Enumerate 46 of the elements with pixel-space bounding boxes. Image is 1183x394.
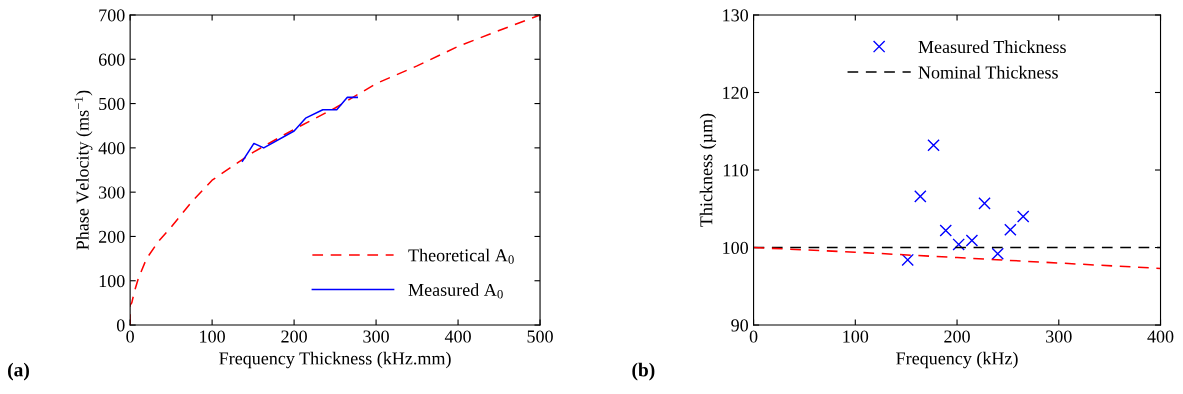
y-tick-label: 200	[98, 230, 125, 243]
x-tick-label: 100	[843, 330, 869, 343]
x-tick-label: 400	[444, 330, 471, 343]
legend-label: Measured A$_{0}$	[408, 283, 503, 299]
x-tick-label: 0	[749, 330, 758, 343]
point	[1016, 210, 1030, 223]
x-tick-label: 200	[944, 330, 970, 343]
point	[914, 190, 927, 203]
y-tick-label: 100	[723, 241, 749, 254]
y-tick-label: 90	[731, 319, 749, 332]
point	[901, 253, 914, 267]
y-tick-label: 110	[723, 164, 749, 177]
x-tick-label: 100	[200, 330, 225, 343]
y-tick-label: 500	[99, 97, 125, 111]
x-tick-label: 0	[126, 330, 134, 343]
point	[939, 224, 953, 237]
point	[1004, 223, 1017, 236]
y-tick-label: 300	[99, 186, 125, 199]
line-series	[753, 246, 1161, 270]
x-tick-label: 400	[1147, 330, 1174, 343]
x-axis-title: Frequency (kHz)	[896, 351, 1018, 369]
x-tick-label: 300	[363, 330, 389, 343]
y-tick-label: 100	[99, 275, 125, 288]
line-series	[241, 96, 358, 162]
y-tick-label: 130	[723, 9, 749, 22]
legend-label: Nominal Thickness	[918, 65, 1058, 79]
point	[927, 138, 940, 152]
y-axis-title: Thickness (µm)	[699, 113, 717, 227]
x-tick-label: 500	[527, 330, 553, 343]
y-tick-label: 600	[98, 53, 125, 66]
x-tick-label: 300	[1046, 330, 1072, 343]
legend-label: Measured Thickness	[918, 40, 1066, 54]
y-axis-title: Phase Velocity (ms$^{−1}$)	[74, 90, 93, 250]
y-tick-label: 0	[116, 319, 125, 332]
point	[952, 238, 965, 251]
y-tick-label: 400	[98, 142, 125, 155]
legend-label: Theoretical A$_{0}$	[408, 248, 514, 264]
text: (a)	[8, 362, 29, 381]
x-tick-label: 200	[281, 330, 307, 343]
point	[978, 197, 991, 210]
text: (b)	[632, 362, 655, 381]
point	[991, 247, 1004, 260]
point	[965, 234, 979, 247]
y-tick-label: 700	[99, 9, 125, 22]
x-axis-title: Frequency Thickness (kHz.mm)	[219, 351, 451, 369]
y-tick-label: 120	[723, 86, 749, 99]
